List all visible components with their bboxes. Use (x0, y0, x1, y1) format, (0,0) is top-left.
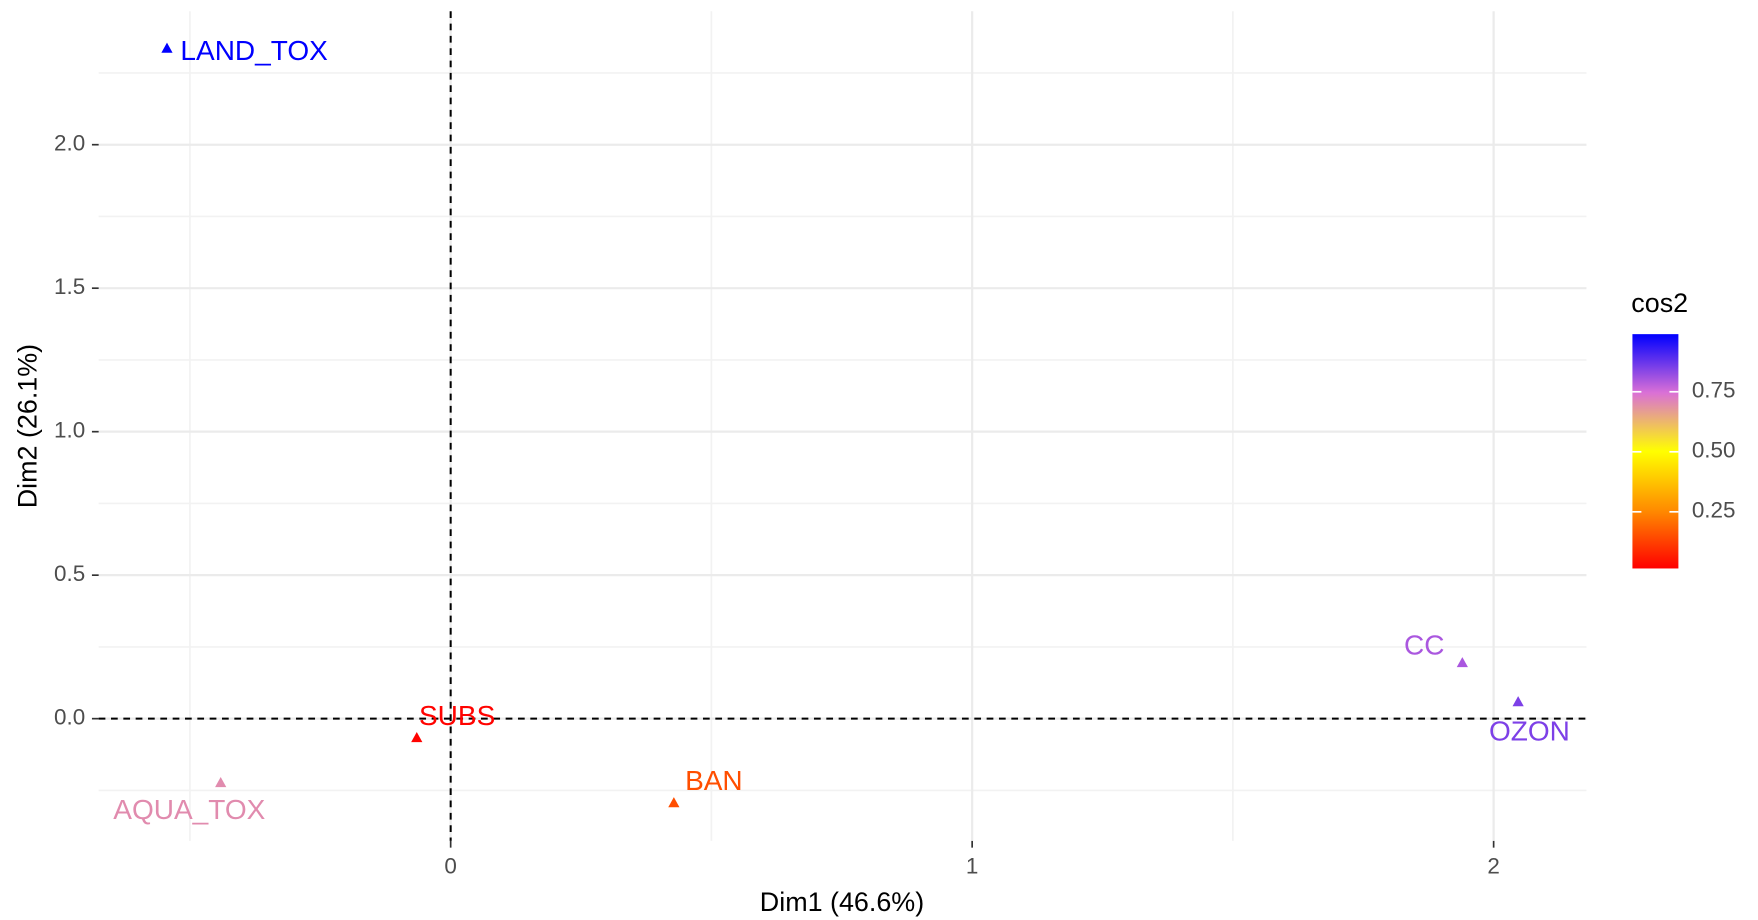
y-tick-label: 1.0 (54, 418, 85, 443)
point-label: LAND_TOX (180, 35, 328, 66)
x-axis-label: Dim1 (46.6%) (760, 887, 924, 917)
y-tick-label: 2.0 (54, 131, 85, 156)
point-label: BAN (685, 765, 743, 796)
legend-title: cos2 (1631, 288, 1688, 318)
x-tick-label: 2 (1487, 854, 1499, 879)
point-label: OZON (1489, 716, 1570, 747)
point (1512, 696, 1524, 707)
point-label: AQUA_TOX (113, 794, 265, 825)
point-label: CC (1404, 629, 1444, 660)
point-label: SUBS (419, 700, 495, 731)
x-tick-label: 1 (966, 854, 978, 879)
x-tick-label: 0 (444, 854, 456, 879)
y-tick-label: 0.0 (54, 705, 85, 730)
point (668, 797, 680, 808)
point (215, 777, 227, 788)
colorbar-label: 0.75 (1692, 378, 1736, 403)
y-axis-label: Dim2 (26.1%) (12, 344, 42, 508)
point (161, 42, 173, 53)
colorbar-label: 0.50 (1692, 438, 1736, 463)
point (1456, 657, 1468, 668)
colorbar-label: 0.25 (1692, 498, 1736, 523)
y-tick-label: 0.5 (54, 561, 85, 586)
y-tick-label: 1.5 (54, 274, 85, 299)
point (411, 731, 423, 743)
